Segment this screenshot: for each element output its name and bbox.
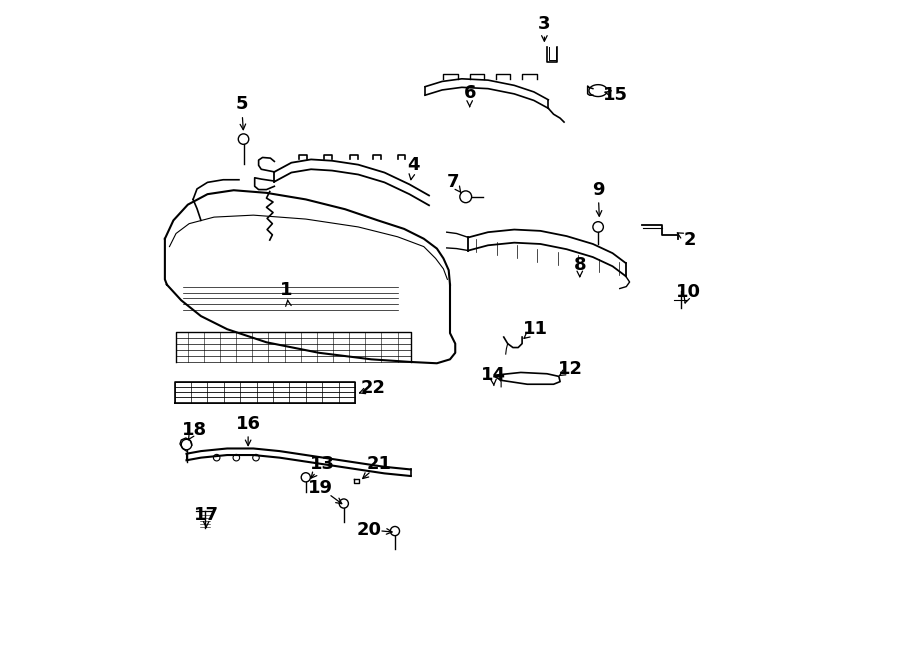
Text: 18: 18 xyxy=(182,421,207,439)
Text: 16: 16 xyxy=(236,414,261,432)
Text: 4: 4 xyxy=(407,157,419,175)
Text: 9: 9 xyxy=(592,180,605,198)
Text: 20: 20 xyxy=(356,521,382,539)
Circle shape xyxy=(181,440,192,449)
Text: 6: 6 xyxy=(464,84,476,102)
Circle shape xyxy=(302,473,310,482)
Text: 17: 17 xyxy=(194,506,219,524)
Text: 14: 14 xyxy=(481,366,506,384)
Text: 5: 5 xyxy=(235,95,248,114)
Text: 3: 3 xyxy=(538,15,551,33)
Text: 22: 22 xyxy=(360,379,385,397)
Circle shape xyxy=(593,221,603,232)
Circle shape xyxy=(339,499,348,508)
Circle shape xyxy=(391,526,400,535)
Text: 1: 1 xyxy=(280,281,292,299)
Text: 7: 7 xyxy=(447,173,460,192)
Text: 11: 11 xyxy=(523,320,548,338)
Circle shape xyxy=(460,191,472,203)
Text: 10: 10 xyxy=(676,284,701,301)
Text: 8: 8 xyxy=(573,256,586,274)
Text: 12: 12 xyxy=(558,360,583,377)
Text: 13: 13 xyxy=(310,455,336,473)
Text: 15: 15 xyxy=(603,85,627,104)
Text: 2: 2 xyxy=(684,231,696,249)
Circle shape xyxy=(238,134,248,144)
Text: 21: 21 xyxy=(366,455,392,473)
Text: 19: 19 xyxy=(308,479,333,497)
